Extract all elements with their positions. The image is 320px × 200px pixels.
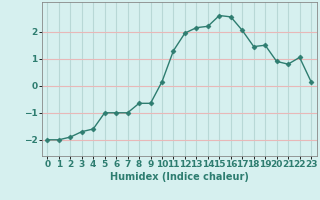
X-axis label: Humidex (Indice chaleur): Humidex (Indice chaleur)	[110, 172, 249, 182]
